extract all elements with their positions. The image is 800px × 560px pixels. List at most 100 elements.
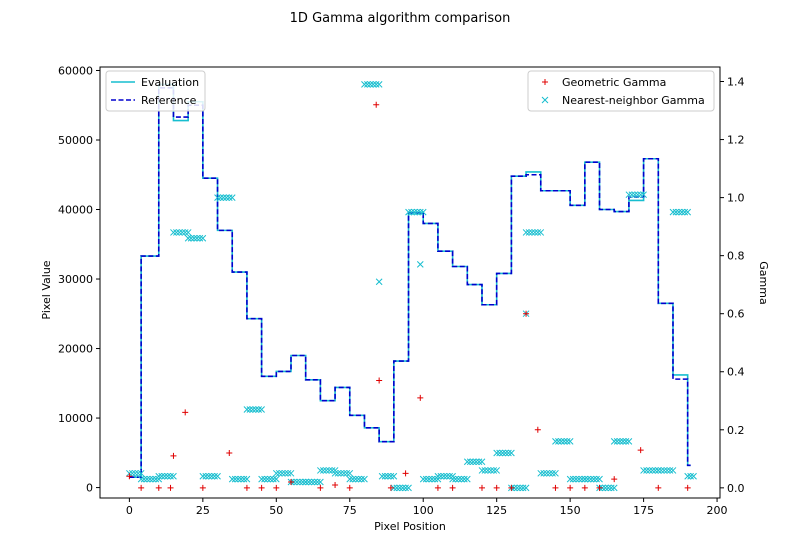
nearest-gamma-point: [211, 472, 218, 480]
nearest-gamma-point: [669, 208, 677, 216]
nearest-gamma-point: [484, 467, 492, 474]
nearest-gamma-point: [275, 469, 283, 477]
nearest-gamma-point: [296, 478, 304, 486]
nearest-gamma-point: [593, 475, 600, 483]
nearest-gamma-point: [246, 406, 254, 413]
x-axis-label: Pixel Position: [374, 520, 446, 533]
geometric-gamma-point: [534, 426, 541, 433]
nearest-gamma-point: [499, 449, 506, 457]
nearest-gamma-point: [496, 449, 503, 457]
nearest-gamma-point: [449, 475, 456, 483]
nearest-gamma-point: [240, 475, 248, 483]
nearest-gamma-point: [378, 472, 386, 480]
nearest-gamma-point: [261, 475, 268, 483]
nearest-gamma-point: [684, 472, 692, 480]
plot-frame: [99, 66, 721, 499]
nearest-gamma-point: [334, 469, 342, 477]
geometric-gamma-point: [373, 101, 380, 108]
geometric-gamma-point: [449, 484, 456, 491]
nearest-gamma-point: [193, 234, 201, 242]
nearest-gamma-point: [158, 472, 166, 480]
y2-tick-label: 0.4: [727, 366, 745, 379]
nearest-gamma-point: [578, 475, 586, 483]
geometric-gamma-point: [637, 447, 644, 454]
legend-nearest-symbol: [541, 96, 549, 104]
geometric-gamma-point: [182, 409, 189, 416]
nearest-gamma-point: [405, 484, 412, 492]
nearest-gamma-point: [569, 475, 577, 483]
nearest-gamma-point: [390, 472, 398, 480]
geometric-gamma-point: [493, 484, 500, 491]
nearest-gamma-point: [190, 234, 198, 242]
nearest-gamma-point: [466, 458, 474, 466]
x-tick-label: 150: [560, 504, 581, 517]
y-axis-label: Pixel Value: [40, 260, 53, 319]
nearest-gamma-point: [243, 475, 251, 483]
nearest-gamma-point: [155, 472, 163, 480]
nearest-gamma-point: [419, 475, 427, 483]
nearest-gamma-point: [557, 438, 565, 445]
nearest-gamma-point: [202, 472, 210, 480]
legend-right-frame: [527, 70, 715, 112]
y-tick-label: 50000: [58, 134, 93, 147]
nearest-gamma-point: [552, 438, 559, 445]
nearest-gamma-point: [199, 472, 207, 480]
nearest-gamma-point: [613, 438, 621, 445]
nearest-gamma-point: [305, 478, 312, 486]
nearest-gamma-point: [657, 467, 665, 474]
geometric-gamma-point: [611, 476, 618, 483]
nearest-gamma-point: [402, 484, 409, 492]
nearest-gamma-point: [411, 208, 418, 216]
nearest-gamma-point: [493, 449, 501, 457]
nearest-gamma-point: [616, 438, 624, 445]
nearest-gamma-point: [461, 475, 468, 483]
geometric-gamma-point: [273, 484, 280, 491]
nearest-gamma-point: [393, 484, 401, 492]
nearest-gamma-point: [540, 469, 548, 477]
nearest-gamma-point: [287, 469, 295, 477]
legend-geometric-marker: [542, 79, 548, 85]
nearest-gamma-point: [602, 484, 609, 492]
nearest-gamma-point: [346, 475, 354, 483]
nearest-gamma-point: [299, 478, 307, 486]
nearest-gamma-point: [643, 467, 650, 474]
nearest-gamma-point: [255, 406, 263, 413]
nearest-gamma-point: [231, 475, 239, 483]
nearest-gamma-point: [243, 406, 251, 413]
nearest-gamma-point: [443, 472, 451, 480]
nearest-gamma-point: [322, 467, 330, 474]
nearest-gamma-point: [258, 475, 265, 483]
nearest-gamma-point: [481, 467, 489, 474]
nearest-gamma-point: [625, 191, 633, 199]
y2-tick-label: 0.8: [727, 250, 745, 263]
geometric-gamma-point: [138, 484, 145, 491]
nearest-gamma-point: [199, 234, 207, 242]
nearest-gamma-point: [543, 469, 550, 477]
nearest-gamma-point: [566, 475, 574, 483]
legend-left-frame: [105, 70, 206, 112]
nearest-gamma-point: [654, 467, 662, 474]
nearest-gamma-point: [270, 475, 277, 483]
nearest-gamma-point: [572, 475, 580, 483]
nearest-gamma-point: [513, 484, 521, 492]
nearest-gamma-point: [455, 475, 462, 483]
nearest-gamma-point: [546, 469, 553, 477]
geometric-gamma-point: [508, 484, 515, 491]
nearest-gamma-point: [590, 475, 598, 483]
nearest-gamma-point: [422, 475, 430, 483]
nearest-gamma-point: [669, 467, 677, 474]
nearest-gamma-point: [502, 449, 509, 457]
nearest-gamma-point: [408, 208, 415, 216]
nearest-gamma-point: [531, 229, 539, 236]
nearest-gamma-point: [522, 229, 530, 236]
nearest-gamma-point: [552, 469, 559, 477]
nearest-gamma-point: [252, 406, 260, 413]
nearest-gamma-point: [684, 208, 692, 216]
evaluation-line: [129, 83, 691, 478]
nearest-gamma-point: [175, 229, 183, 236]
nearest-gamma-point: [372, 81, 380, 88]
nearest-gamma-point: [137, 469, 145, 477]
nearest-gamma-point: [319, 467, 327, 474]
nearest-gamma-point: [170, 472, 177, 480]
